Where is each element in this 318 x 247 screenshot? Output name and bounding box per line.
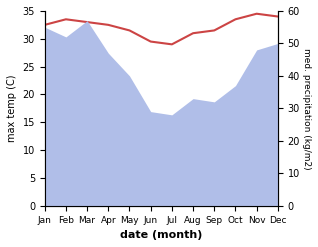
X-axis label: date (month): date (month) [120,230,203,240]
Y-axis label: med. precipitation (kg/m2): med. precipitation (kg/m2) [302,48,311,169]
Y-axis label: max temp (C): max temp (C) [7,75,17,142]
